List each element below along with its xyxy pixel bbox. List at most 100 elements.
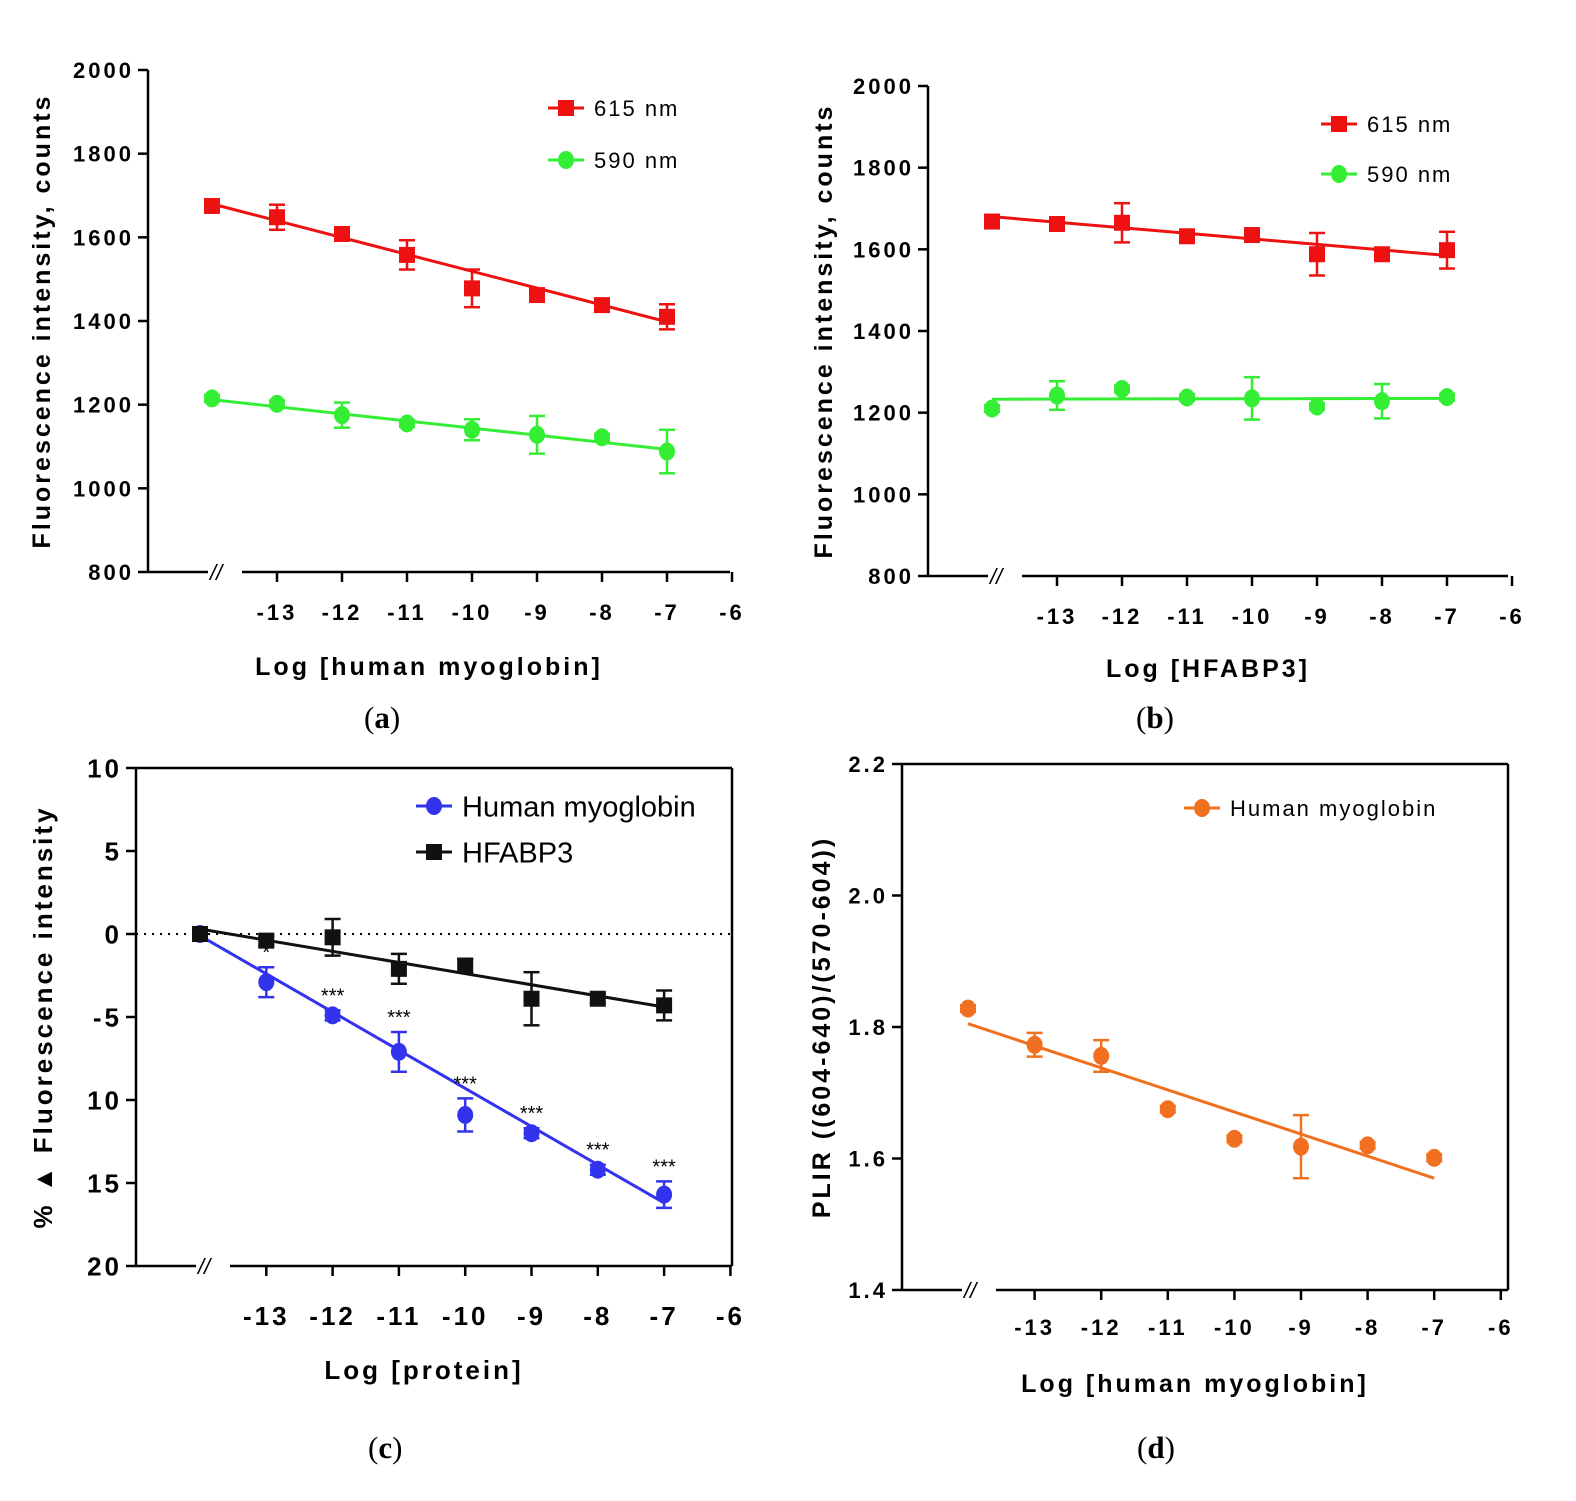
data-point-circle	[258, 973, 275, 992]
significance-label: *	[262, 942, 270, 964]
y-tick-label: 0	[105, 919, 122, 949]
legend-label-0: Human myoglobin	[1230, 796, 1437, 821]
data-point-circle	[594, 428, 610, 447]
legend-marker-circle	[426, 797, 442, 815]
significance-label: ***	[652, 1156, 676, 1178]
data-point-circle	[1439, 388, 1455, 407]
y-tick-label: 20	[87, 1251, 122, 1281]
x-tick-label: -7	[654, 600, 680, 625]
significance-label: ***	[321, 985, 345, 1007]
legend-label-1: HFABP3	[462, 837, 573, 869]
significance-label: ***	[520, 1103, 544, 1125]
data-point-square	[457, 957, 474, 974]
axis-break-mark: //	[962, 1278, 978, 1303]
data-point-circle	[324, 1006, 341, 1025]
data-point-circle	[1309, 397, 1325, 416]
fit-line-0	[199, 934, 665, 1205]
x-tick-label: -12	[1081, 1315, 1122, 1340]
data-point-square	[464, 280, 480, 297]
data-point-circle	[269, 394, 285, 413]
y-tick-label: -5	[93, 1002, 122, 1032]
x-tick-label: -11	[376, 1301, 421, 1331]
legend-marker-square	[1331, 116, 1347, 132]
y-tick-label: 2.0	[848, 883, 888, 908]
x-tick-label: -11	[1148, 1315, 1188, 1340]
panel-c: // 10 5 0 -5 10 15 20 -13 -12 -11 -10 -9 -8 -7 -6 Log [p…	[0, 750, 780, 1450]
y-axis-title: PLIR ((604-640)/(570-604))	[808, 836, 836, 1218]
data-point-circle	[1226, 1129, 1243, 1148]
data-point-circle	[1026, 1035, 1043, 1054]
y-tick-label: 1600	[73, 225, 134, 250]
fit-line-1	[991, 396, 1448, 401]
x-tick-label: -9	[1304, 604, 1330, 629]
legend-label-0: Human myoglobin	[462, 791, 696, 823]
x-tick-label: -7	[1421, 1315, 1447, 1340]
caption-a: (a)	[364, 700, 401, 735]
data-point-square	[529, 287, 545, 304]
y-tick-label: 800	[868, 564, 914, 589]
data-point-square	[594, 297, 610, 314]
y-tick-label: 15	[87, 1168, 122, 1198]
data-point-circle	[1093, 1046, 1110, 1065]
x-tick-label: -6	[1488, 1315, 1514, 1340]
data-point-square	[258, 932, 275, 949]
x-tick-label: -12	[1102, 604, 1143, 629]
x-tick-label: -11	[387, 600, 427, 625]
x-tick-label: -10	[1214, 1315, 1255, 1340]
y-tick-label: 1.4	[848, 1278, 888, 1303]
data-point-square	[984, 213, 1000, 230]
axis-break-mark: //	[988, 564, 1004, 589]
axis-break-mark: //	[208, 560, 224, 585]
data-point-circle	[529, 425, 545, 444]
x-tick-label: -8	[1369, 604, 1395, 629]
legend-marker-square	[558, 100, 574, 116]
data-point-circle	[464, 420, 480, 439]
fit-line-0	[991, 215, 1448, 257]
panel-b: // 800 1000 1200 1400 1600 1800 2000 -13 -12 -11 -1…	[790, 0, 1576, 730]
fit-line-1	[211, 398, 668, 451]
x-tick-label: -13	[257, 600, 298, 625]
y-tick-label: 1400	[853, 319, 914, 344]
y-tick-label: 1800	[853, 156, 914, 181]
x-tick-label: -9	[1288, 1315, 1314, 1340]
legend-marker-circle	[1331, 165, 1347, 183]
y-tick-label: 800	[88, 560, 134, 585]
x-tick-label: -13	[243, 1301, 290, 1331]
data-point-square	[1244, 227, 1260, 244]
y-tick-label: 1400	[73, 309, 134, 334]
y-tick-label: 10	[87, 753, 122, 783]
panel-d: // 1.4 1.6 1.8 2.0 2.2 -13 -12 -11 -10 -9 -8 -7 -6 Log…	[790, 750, 1576, 1450]
data-point-circle	[1293, 1137, 1309, 1156]
data-point-circle	[1049, 386, 1065, 405]
data-point-square	[192, 926, 208, 942]
data-point-square	[659, 308, 675, 325]
data-point-circle	[1244, 389, 1260, 408]
legend-label-1: 590 nm	[594, 148, 679, 173]
fit-line-0	[211, 202, 668, 324]
data-point-circle	[656, 1185, 673, 1204]
y-tick-label: 1000	[73, 476, 134, 501]
fit-line-0	[967, 1022, 1435, 1180]
data-point-square	[1049, 216, 1065, 233]
data-point-square	[1179, 228, 1195, 245]
y-tick-label: 1.6	[848, 1146, 888, 1171]
x-tick-label: -6	[719, 600, 745, 625]
chart-a: // 800 1000 1200 1400 1600 1800 2000 -13 -12 -11 -1…	[28, 58, 745, 681]
chart-d: // 1.4 1.6 1.8 2.0 2.2 -13 -12 -11 -10 -9 -8 -7 -6 Log…	[808, 752, 1514, 1398]
data-point-circle	[457, 1105, 474, 1124]
axis-break-mark: //	[196, 1254, 212, 1279]
panel-a: // 800 1000 1200 1400 1600 1800 2000 -13 -12 -11 -1…	[0, 0, 780, 730]
x-tick-label: -12	[322, 600, 363, 625]
significance-label: ***	[387, 1007, 411, 1029]
caption-b: (b)	[1136, 700, 1174, 735]
data-point-circle	[960, 999, 976, 1018]
data-point-circle	[659, 442, 675, 461]
legend-label-0: 615 nm	[1367, 112, 1452, 137]
y-axis-title: Fluorescence intensity, counts	[810, 104, 838, 559]
y-tick-label: 1600	[853, 237, 914, 262]
x-tick-label: -8	[583, 1301, 612, 1331]
data-point-square	[1374, 246, 1390, 263]
x-axis-title: Log [protein]	[324, 1355, 523, 1385]
data-point-circle	[399, 414, 415, 433]
x-tick-label: -6	[1499, 604, 1525, 629]
